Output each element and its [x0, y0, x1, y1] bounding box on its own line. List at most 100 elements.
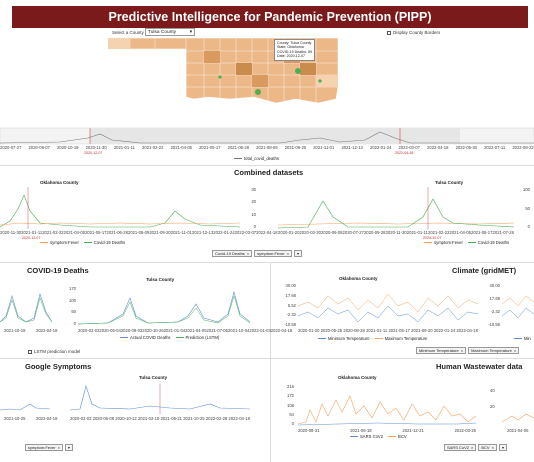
legend-swatch	[318, 338, 326, 339]
climate-y-tick: 40.00	[285, 283, 296, 288]
close-icon[interactable]: ×	[460, 348, 464, 353]
climate-right-y-tick: -2.32	[490, 309, 500, 314]
chip-bcv[interactable]: BCV ×	[478, 444, 497, 451]
climate-legend: Minimum Temperature Maximum Temperature	[318, 336, 427, 341]
timeline-tick: 2020-11-30	[85, 145, 107, 150]
combined-left-x-tick: 2021-08-09	[127, 230, 150, 235]
timeline-chart[interactable]	[0, 127, 534, 145]
timeline-tick: 2021-06-28	[227, 145, 250, 150]
wastewater-chart-title: Oklahoma County	[338, 375, 377, 380]
covid-x-tick: 2020-02-03	[78, 328, 100, 333]
legend-label: symptom:Fever	[50, 240, 79, 245]
lstm-toggle[interactable]: LSTM prediction model	[28, 349, 80, 354]
climate-main-chart[interactable]	[297, 284, 479, 326]
close-icon[interactable]: ×	[513, 348, 517, 353]
legend-swatch	[83, 242, 92, 243]
timeline-tick: 2022-04-18	[427, 145, 449, 150]
covid-x-tick: 2021-01-04	[163, 328, 186, 333]
combined-right-marker: 2020-12-07	[423, 236, 442, 240]
combined-left-x-tick: 2022-03-07	[234, 230, 257, 235]
chip-symptom-fever[interactable]: symptom:Fever ×	[254, 250, 293, 257]
covid-main-chart[interactable]	[77, 286, 251, 326]
wastewater-x-tick: 2020-08-31	[298, 428, 320, 433]
google-small-x-tick: 2022-04-18	[36, 416, 58, 421]
combined-left-y-tick: 10	[251, 211, 256, 217]
climate-y-tick: -10.58	[284, 322, 296, 327]
google-x-tick: 2020-10-12	[115, 416, 137, 421]
chips-dropdown[interactable]: ▾	[64, 444, 73, 451]
combined-right-x-tick: 2020-06-08	[321, 230, 343, 235]
combined-left-x-tick: 2022-01-24	[213, 230, 235, 235]
wastewater-right-y-tick: 20	[490, 404, 495, 409]
wastewater-x-tick: 2021-06-18	[350, 428, 372, 433]
google-x-tick: 2020-06-08	[92, 416, 115, 421]
combined-right-y-axis: 100 50 0	[516, 187, 530, 229]
covid-small-chart[interactable]	[0, 286, 53, 326]
chips-dropdown[interactable]: ▾	[294, 250, 303, 257]
chips-dropdown[interactable]: ▾	[498, 444, 507, 451]
county-select-label: Select a County	[112, 30, 144, 35]
covid-chart-title: Tulsa County	[146, 277, 175, 282]
wastewater-y-tick: 108	[287, 402, 294, 408]
close-icon[interactable]: ×	[57, 445, 60, 450]
close-icon[interactable]: ×	[471, 445, 474, 450]
climate-chart-title: Oklahoma County	[339, 276, 378, 281]
chip-label: BCV	[481, 445, 490, 450]
timeline-tick: 2021-01-11	[113, 145, 135, 150]
legend-swatch	[388, 436, 397, 437]
climate-x-tick: 2020-01-20	[298, 328, 320, 333]
covid-y-tick: 0	[73, 320, 76, 326]
combined-left-x-tick: 2021-04-05	[63, 230, 86, 235]
combined-left-y-tick: 30	[251, 187, 256, 192]
combined-right-x-tick: 2020-07-27	[342, 230, 364, 235]
combined-right-y-tick: 50	[525, 205, 530, 211]
timeline-tick: 2021-11-01	[313, 145, 335, 150]
combined-left-x-axis: 2020-11-30 2021-01-11 2021-02-22 2021-04-05…	[0, 230, 278, 235]
climate-right-chart[interactable]	[501, 284, 534, 326]
checkbox-icon	[28, 349, 32, 354]
climate-x-tick: 2022-04-18	[456, 328, 478, 333]
chip-sars-cov2[interactable]: SARS CoV2 ×	[444, 444, 477, 451]
timeline-tick: 2021-12-13	[341, 145, 363, 150]
google-main-chart[interactable]	[69, 384, 251, 414]
county-marker[interactable]	[218, 75, 222, 79]
county-borders-toggle[interactable]: Display County Borders	[387, 30, 440, 35]
combined-right-x-tick: 2020-09-28	[364, 230, 386, 235]
climate-chip-bar: Minimum Temperature × Maximum Temperature…	[416, 347, 520, 354]
combined-left-x-tick: 2022-04-18	[256, 230, 278, 235]
map-tooltip: County: Tulsa County State: Oklahoma COV…	[274, 39, 315, 61]
wastewater-right-chart[interactable]	[501, 386, 534, 426]
timeline-tick: 2022-01-24	[369, 145, 392, 150]
chip-covid-deaths[interactable]: Covid-19 Deaths ×	[212, 250, 253, 257]
legend-swatch	[350, 436, 358, 437]
timeline-tick: 2020-10-19	[57, 145, 79, 150]
close-icon[interactable]: ×	[491, 445, 494, 450]
chip-max-temp[interactable]: Maximum Temperature ×	[468, 347, 520, 354]
combined-left-x-tick: 2021-06-28	[106, 230, 128, 235]
timeline-brush[interactable]	[90, 128, 460, 144]
google-x-tick: 2021-10-25	[183, 416, 205, 421]
covid-x-tick: 2020-05-04	[99, 328, 121, 333]
combined-right-x-tick: 2020-11-30	[385, 230, 407, 235]
close-icon[interactable]: ×	[246, 251, 250, 256]
timeline-axis: 2020-07-27 2020-09-07 2020-10-19 2020-11-30…	[0, 145, 534, 150]
combined-left-chart[interactable]	[0, 187, 242, 229]
chip-symptom-fever[interactable]: symptom:Fever ×	[25, 444, 63, 451]
climate-right-legend: Min	[514, 336, 531, 341]
climate-x-tick: 2021-05-17	[388, 328, 410, 333]
combined-right-chart[interactable]	[277, 187, 515, 229]
county-select[interactable]: Tulsa County ▾	[145, 28, 195, 36]
combined-left-title: Oklahoma County	[40, 180, 79, 185]
chip-min-temp[interactable]: Minimum Temperature ×	[416, 347, 467, 354]
wastewater-main-chart[interactable]	[297, 386, 477, 426]
covid-y-tick: 100	[69, 297, 76, 303]
legend-label: Covid-19 Deaths	[93, 240, 126, 245]
tulsa-county-marker[interactable]	[295, 68, 301, 74]
climate-x-axis: 2020-01-20 2020-05-25 2020-09-28 2021-01-11…	[298, 328, 478, 333]
county-marker[interactable]	[318, 79, 322, 83]
google-small-chart[interactable]	[0, 384, 51, 414]
timeline-tick: 2021-02-22	[142, 145, 164, 150]
oklahoma-map[interactable]	[100, 37, 440, 125]
close-icon[interactable]: ×	[286, 251, 290, 256]
oklahoma-county-marker[interactable]	[255, 89, 261, 95]
